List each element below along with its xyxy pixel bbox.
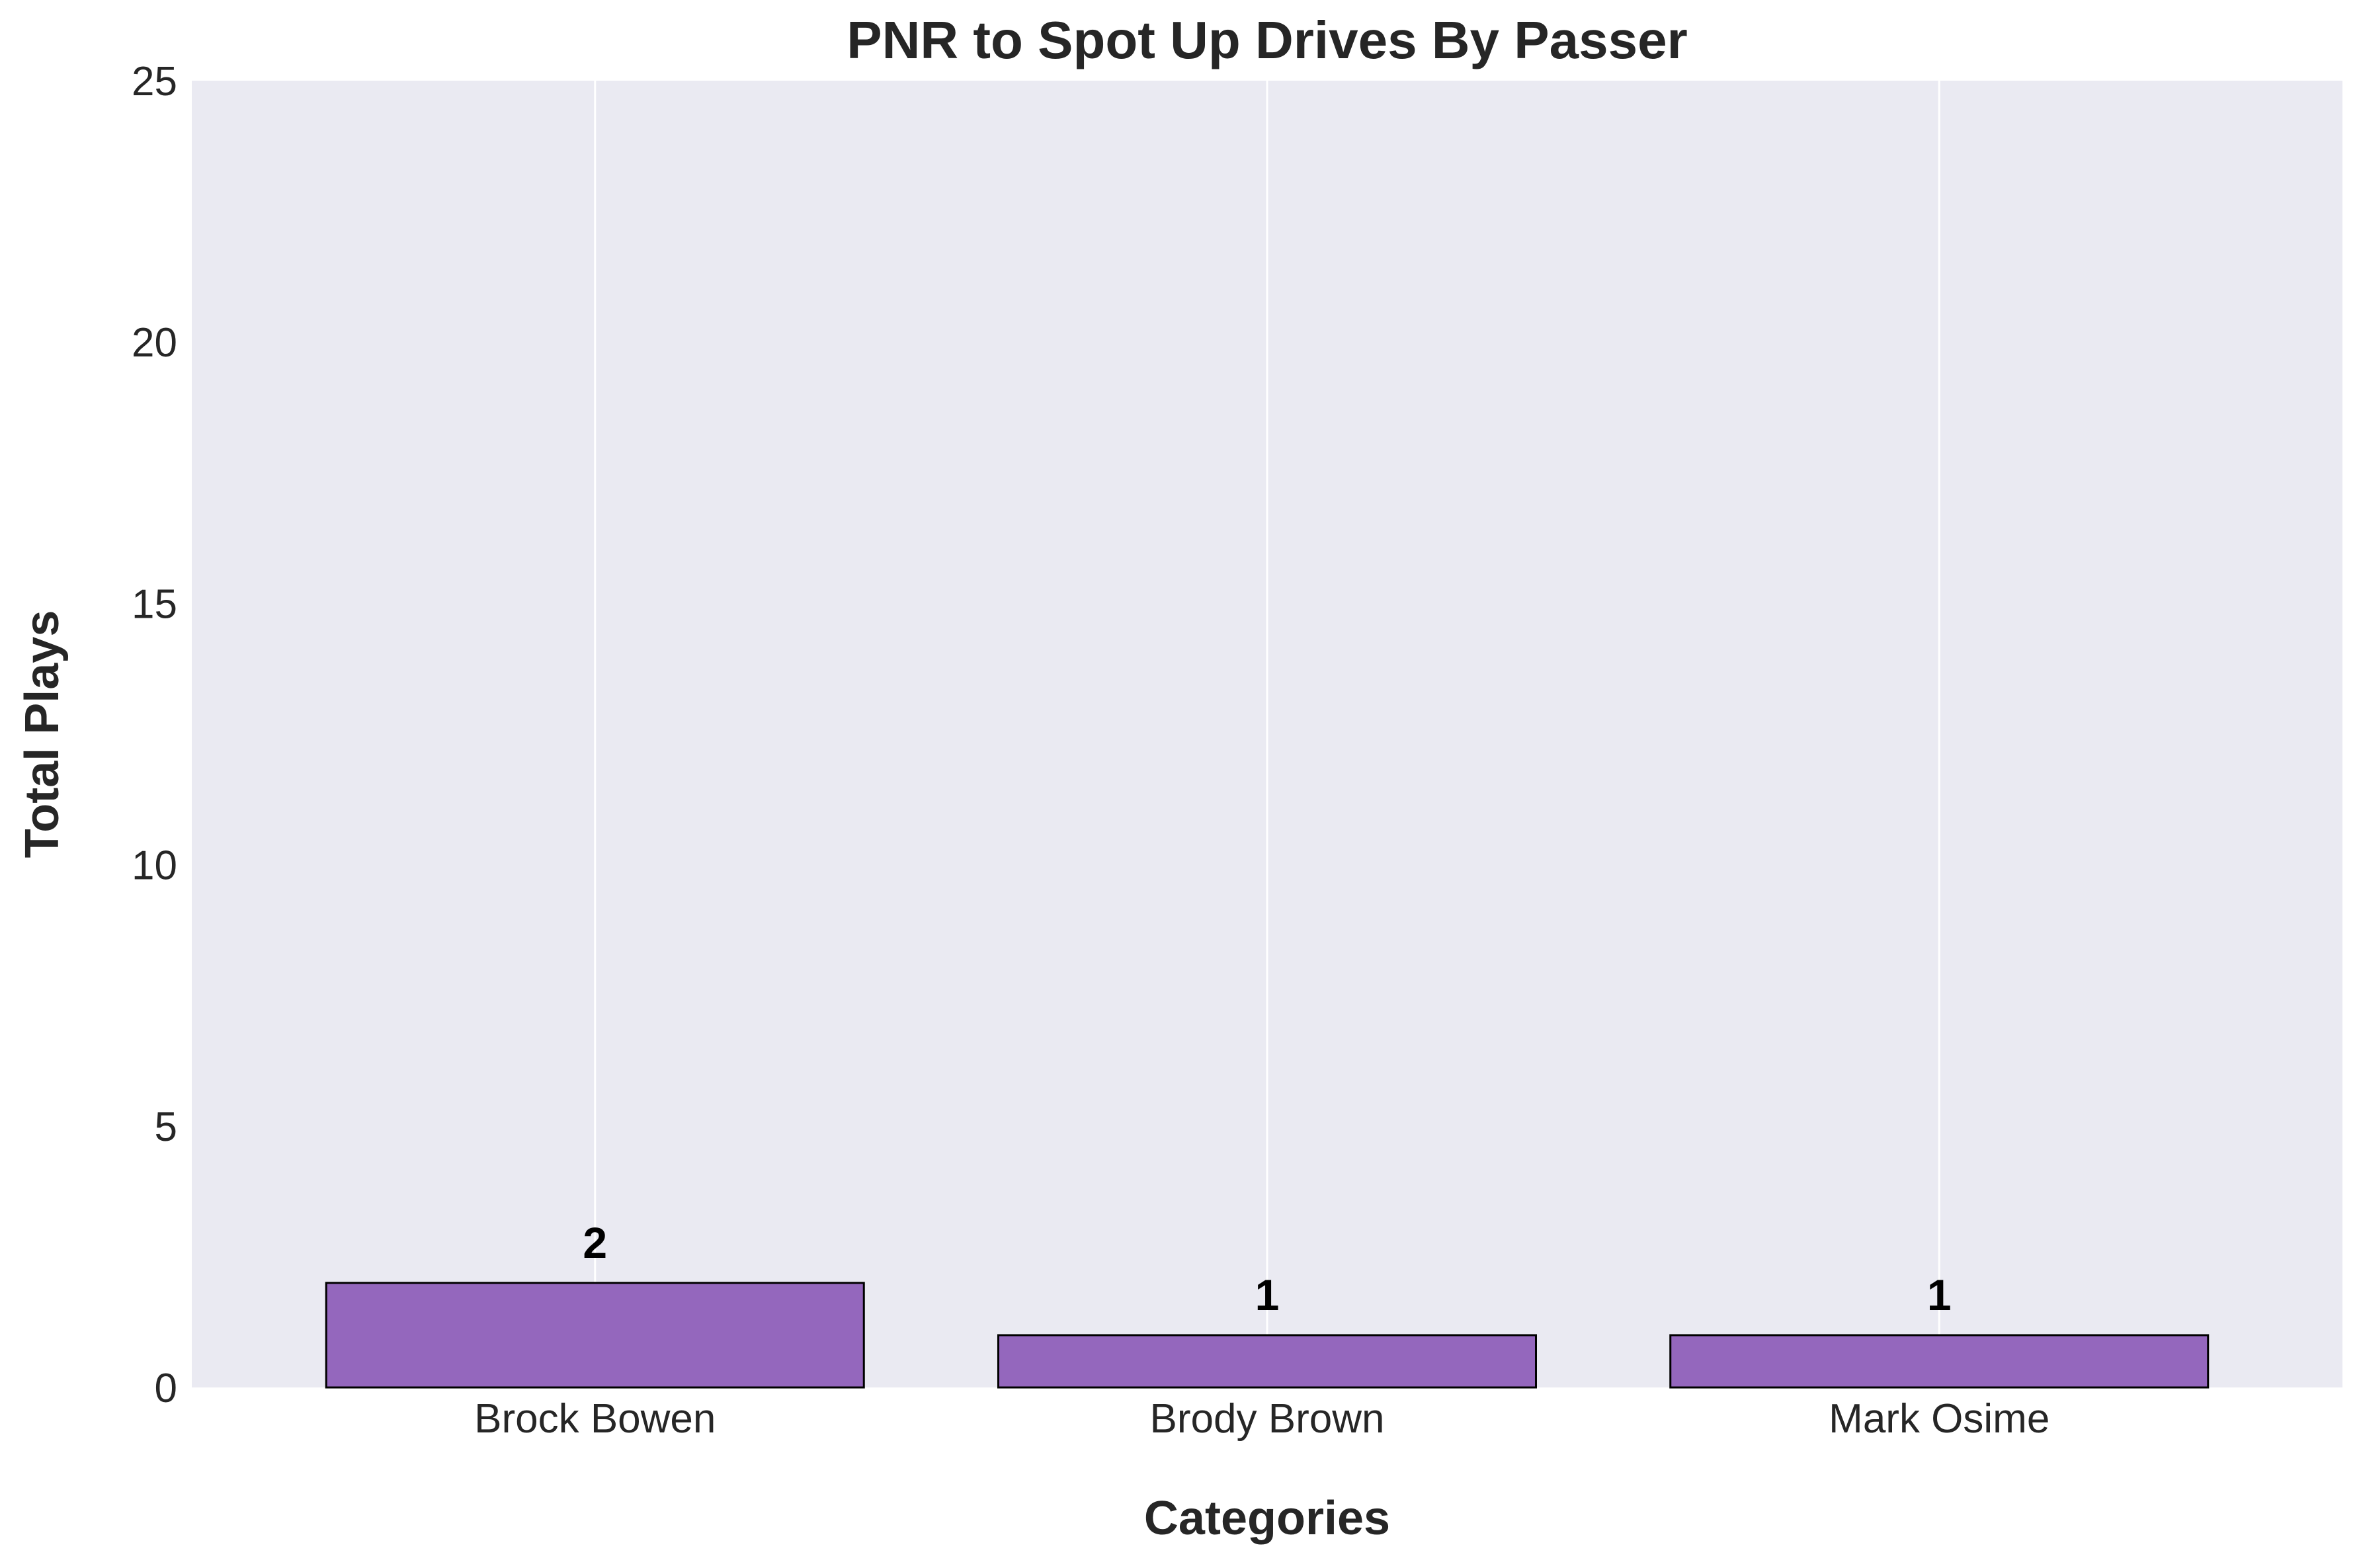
x-tick-label: Brody Brown <box>1150 1396 1385 1442</box>
bar-value-label: 1 <box>1927 1270 1952 1319</box>
bar-value-label: 1 <box>1255 1270 1280 1319</box>
y-tick-label: 20 <box>132 320 177 366</box>
x-axis-label: Categories <box>1144 1492 1390 1545</box>
y-tick-label: 5 <box>155 1104 177 1150</box>
y-axis-ticks: 0 5 10 15 20 25 <box>132 59 177 1411</box>
bars <box>325 1282 2210 1389</box>
y-tick-label: 15 <box>132 581 177 627</box>
x-tick-label: Mark Osime <box>1829 1396 2049 1442</box>
y-tick-label: 25 <box>132 59 177 104</box>
bar <box>1669 1334 2210 1389</box>
y-axis-label: Total Plays <box>16 610 69 858</box>
bar-value-label: 2 <box>583 1218 607 1267</box>
grid-lines <box>594 81 1940 1387</box>
y-tick-label: 10 <box>132 843 177 889</box>
y-tick-label: 0 <box>155 1366 177 1411</box>
chart-title: PNR to Spot Up Drives By Passer <box>847 11 1687 69</box>
bar <box>325 1282 865 1389</box>
data-labels: 2 1 1 <box>583 1218 1951 1319</box>
bar <box>997 1334 1537 1389</box>
x-axis-ticks: Brock Bowen Brody Brown Mark Osime <box>474 1396 2049 1442</box>
x-tick-label: Brock Bowen <box>474 1396 716 1442</box>
